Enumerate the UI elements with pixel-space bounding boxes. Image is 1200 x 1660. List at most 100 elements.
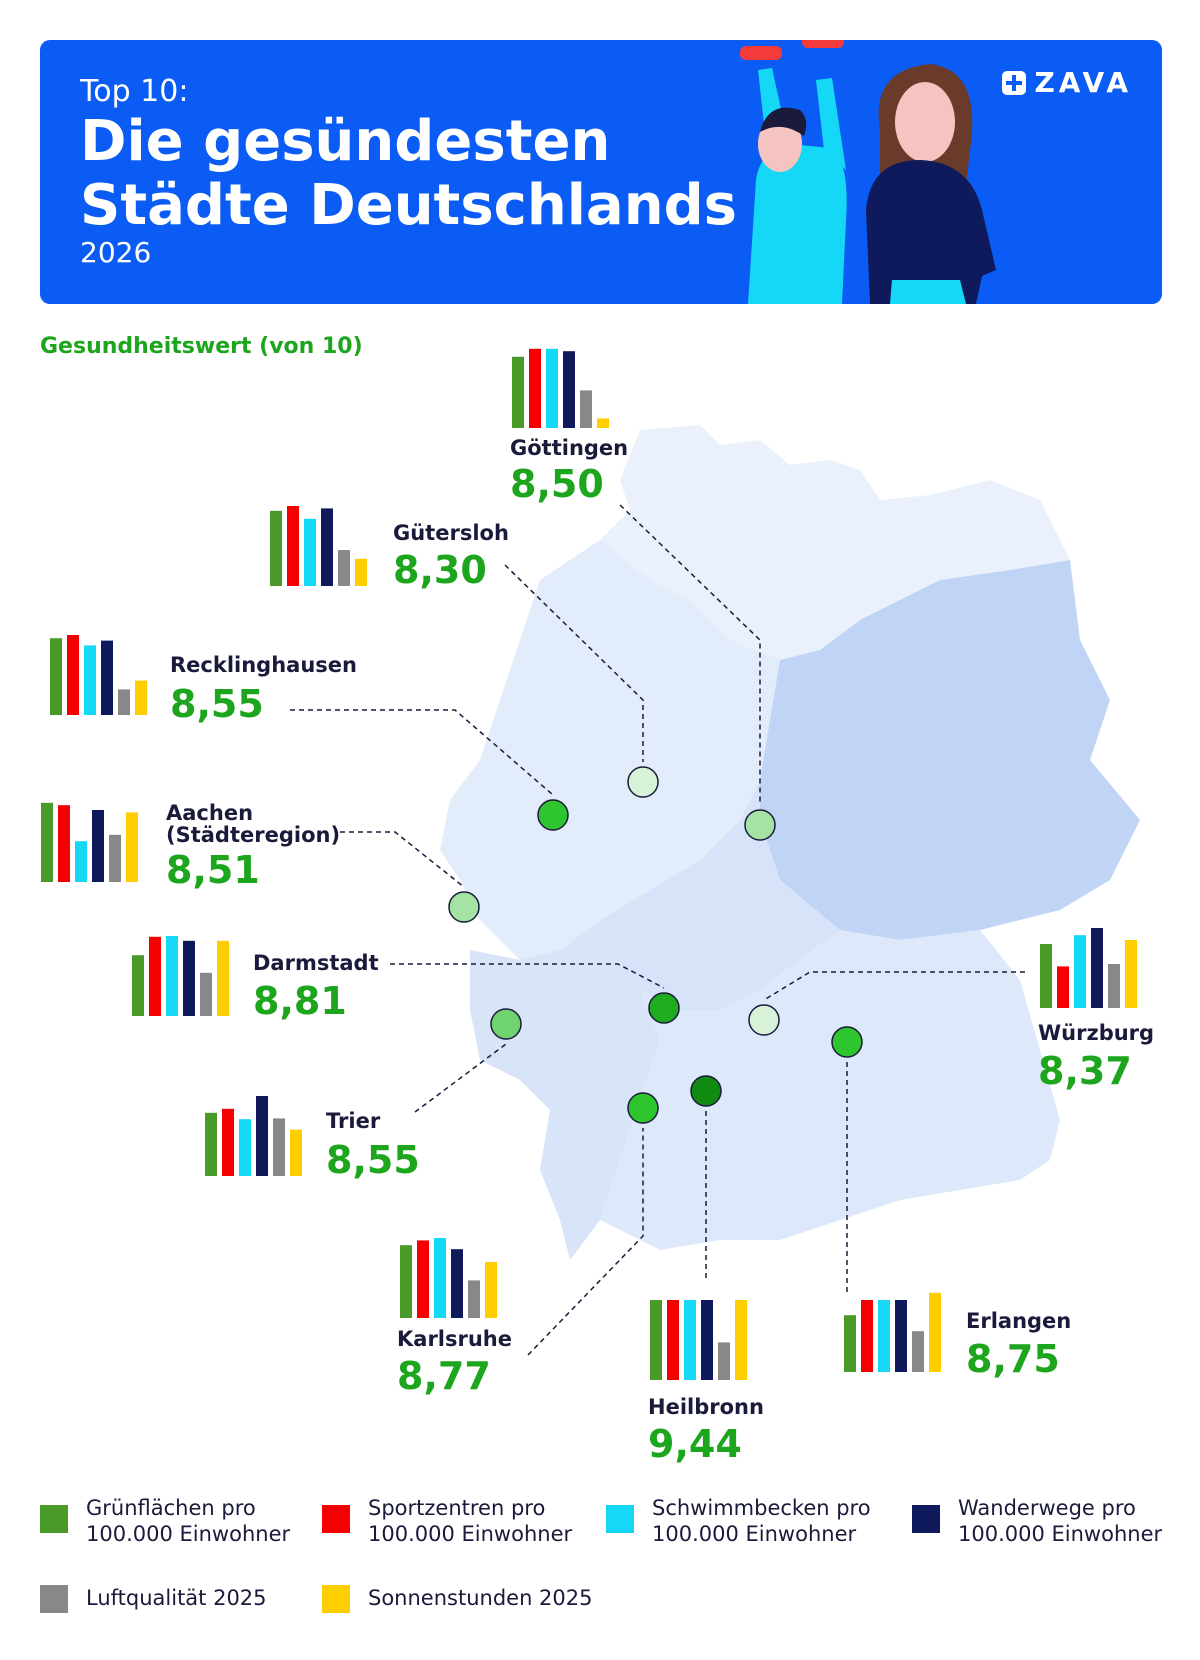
city-score-darmstadt: 8,81 xyxy=(253,979,347,1023)
legend-label: Sportzentren pro 100.000 Einwohner xyxy=(368,1496,573,1546)
leader-line-darmstadt xyxy=(390,963,665,989)
bar-group-erlangen xyxy=(844,1292,941,1372)
bar-group-würzburg xyxy=(1040,928,1137,1008)
city-marker-aachen-städteregion- xyxy=(448,891,480,923)
bar-group-recklinghausen xyxy=(50,635,147,715)
city-marker-karlsruhe xyxy=(627,1092,659,1124)
bar-gütersloh-4 xyxy=(321,508,333,586)
bar-gütersloh-3 xyxy=(304,518,316,586)
bar-trier-1 xyxy=(205,1112,217,1176)
bar-darmstadt-2 xyxy=(149,936,161,1016)
city-score-recklinghausen: 8,55 xyxy=(170,682,264,726)
bar-darmstadt-6 xyxy=(217,940,229,1016)
bar-recklinghausen-4 xyxy=(101,640,113,715)
city-score-karlsruhe: 8,77 xyxy=(397,1354,491,1398)
bar-karlsruhe-4 xyxy=(451,1249,463,1318)
bar-gütersloh-6 xyxy=(355,558,367,586)
bar-heilbronn-1 xyxy=(650,1300,662,1380)
bar-aachen-städteregion--1 xyxy=(41,802,53,882)
city-name-aachen-städteregion-: (Städteregion) xyxy=(166,823,340,847)
legend-item-sportzentren: Sportzentren pro 100.000 Einwohner xyxy=(322,1495,572,1547)
city-score-göttingen: 8,50 xyxy=(510,462,604,506)
bar-recklinghausen-5 xyxy=(118,689,130,715)
bar-group-göttingen xyxy=(512,348,609,428)
legend-swatch-yellow xyxy=(322,1585,350,1613)
germany-map xyxy=(440,425,1140,1260)
legend-item-schwimmbecken: Schwimmbecken pro 100.000 Einwohner xyxy=(606,1495,871,1547)
leader-line-gütersloh xyxy=(504,564,644,762)
bar-göttingen-5 xyxy=(580,390,592,428)
city-marker-würzburg xyxy=(748,1004,780,1036)
city-name-aachen-städteregion-: Aachen xyxy=(166,801,253,825)
bar-göttingen-4 xyxy=(563,351,575,428)
bar-karlsruhe-1 xyxy=(400,1245,412,1318)
leader-line-trier xyxy=(414,1043,507,1113)
bar-group-trier xyxy=(205,1096,302,1176)
legend-item-wanderwege: Wanderwege pro 100.000 Einwohner xyxy=(912,1495,1162,1547)
bar-erlangen-2 xyxy=(861,1300,873,1372)
bar-würzburg-4 xyxy=(1091,928,1103,1008)
bar-würzburg-6 xyxy=(1125,940,1137,1008)
city-marker-gütersloh xyxy=(627,766,659,798)
bar-gütersloh-2 xyxy=(287,506,299,586)
bar-gütersloh-5 xyxy=(338,550,350,586)
bar-erlangen-4 xyxy=(895,1300,907,1372)
city-name-recklinghausen: Recklinghausen xyxy=(170,653,357,677)
page-title: Die gesündesten Städte Deutschlands xyxy=(80,110,737,238)
bar-heilbronn-5 xyxy=(718,1342,730,1380)
page-title-line-1: Die gesündesten xyxy=(80,109,611,174)
bar-erlangen-3 xyxy=(878,1300,890,1372)
city-name-würzburg: Würzburg xyxy=(1038,1021,1154,1045)
bar-recklinghausen-1 xyxy=(50,638,62,715)
city-name-trier: Trier xyxy=(326,1109,381,1133)
legend-item-luftqualitaet: Luftqualität 2025 xyxy=(40,1585,267,1613)
bar-würzburg-2 xyxy=(1057,966,1069,1008)
bar-group-heilbronn xyxy=(650,1300,747,1380)
legend-swatch-red xyxy=(322,1505,350,1533)
bar-karlsruhe-6 xyxy=(485,1262,497,1318)
bar-recklinghausen-3 xyxy=(84,645,96,715)
legend-swatch-gray xyxy=(40,1585,68,1613)
legend-item-sonnenstunden: Sonnenstunden 2025 xyxy=(322,1585,593,1613)
bar-aachen-städteregion--6 xyxy=(126,812,138,882)
city-marker-recklinghausen xyxy=(537,799,569,831)
bar-trier-6 xyxy=(290,1129,302,1176)
bar-group-karlsruhe xyxy=(400,1238,497,1318)
city-marker-göttingen xyxy=(744,809,776,841)
bar-trier-5 xyxy=(273,1118,285,1176)
bar-trier-4 xyxy=(256,1096,268,1176)
bar-heilbronn-2 xyxy=(667,1300,679,1380)
legend-item-gruenflaechen: Grünflächen pro 100.000 Einwohner xyxy=(40,1495,290,1547)
city-marker-darmstadt xyxy=(648,992,680,1024)
bar-erlangen-1 xyxy=(844,1315,856,1372)
bar-trier-3 xyxy=(239,1119,251,1176)
bar-karlsruhe-2 xyxy=(417,1240,429,1318)
bar-recklinghausen-6 xyxy=(135,680,147,715)
bar-göttingen-6 xyxy=(597,418,609,428)
city-marker-heilbronn xyxy=(690,1075,722,1107)
bar-recklinghausen-2 xyxy=(67,635,79,715)
plus-icon xyxy=(1002,70,1027,95)
legend-swatch-green xyxy=(40,1505,68,1533)
city-score-aachen-städteregion-: 8,51 xyxy=(166,848,260,892)
page-title-line-2: Städte Deutschlands xyxy=(80,173,737,238)
legend-label: Grünflächen pro 100.000 Einwohner xyxy=(86,1496,291,1546)
bar-groups xyxy=(41,348,1137,1380)
city-name-heilbronn: Heilbronn xyxy=(648,1395,764,1419)
bar-karlsruhe-5 xyxy=(468,1280,480,1318)
city-name-gütersloh: Gütersloh xyxy=(393,521,509,545)
bar-göttingen-2 xyxy=(529,348,541,428)
bar-würzburg-5 xyxy=(1108,964,1120,1008)
leader-line-aachen-städteregion- xyxy=(340,831,465,888)
legend-swatch-cyan xyxy=(606,1505,634,1533)
city-name-karlsruhe: Karlsruhe xyxy=(397,1327,512,1351)
bar-darmstadt-1 xyxy=(132,955,144,1016)
bar-aachen-städteregion--3 xyxy=(75,841,87,882)
bar-darmstadt-3 xyxy=(166,936,178,1016)
bar-erlangen-6 xyxy=(929,1292,941,1372)
header-year: 2026 xyxy=(80,236,152,269)
bar-group-gütersloh xyxy=(270,506,367,586)
bar-aachen-städteregion--2 xyxy=(58,805,70,882)
leader-line-karlsruhe xyxy=(527,1128,644,1356)
